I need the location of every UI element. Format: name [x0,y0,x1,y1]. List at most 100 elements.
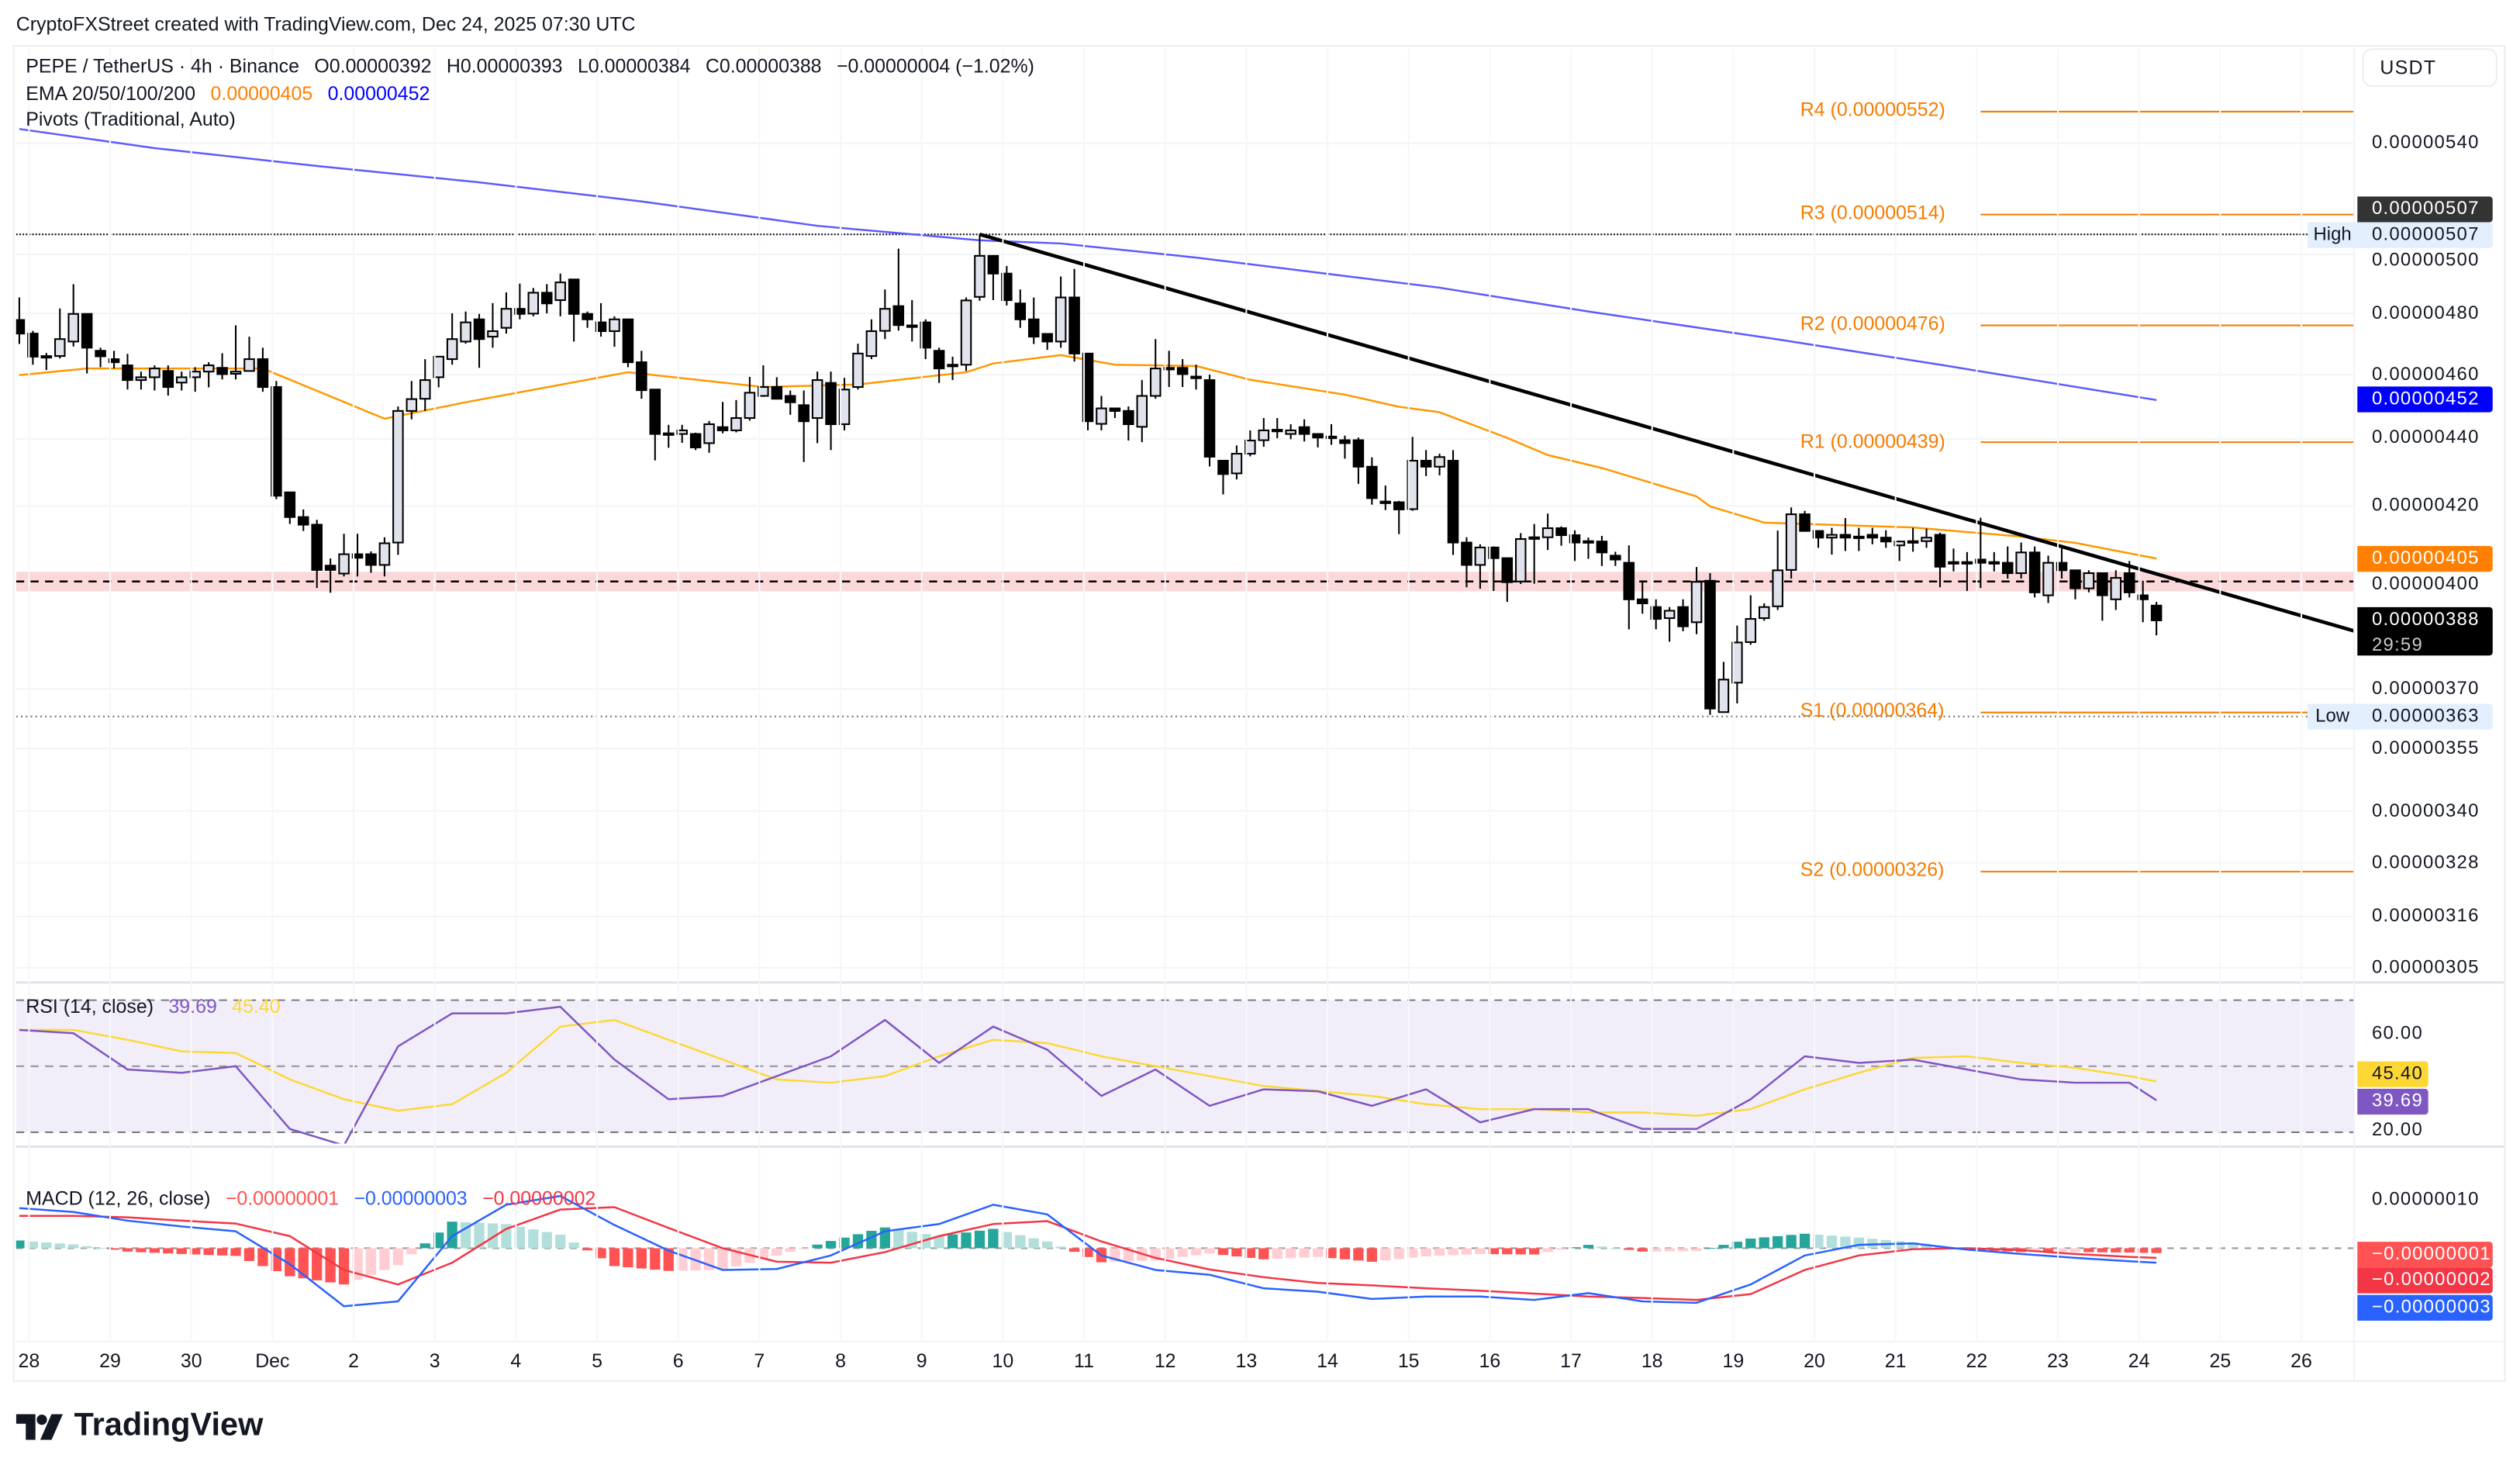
candle [2001,546,2014,579]
candle [1366,457,1378,505]
ema-legend[interactable]: EMA 20/50/100/200 0.00000405 0.00000452 [26,82,440,105]
rsi-tag: 39.69 [2357,1088,2429,1115]
price-axis-label: 0.00000328 [2371,853,2480,872]
candle [960,297,972,371]
macd-histogram-bar [1610,1248,1621,1249]
candle [1339,435,1351,459]
candle-body-down [2137,594,2149,600]
candle [1799,510,1811,532]
candle [1027,297,1040,344]
candle-body-up [865,330,878,358]
candle [2015,542,2027,579]
macd-histogram-bar [1231,1248,1242,1257]
candle [716,402,729,434]
pivots-legend[interactable]: Pivots (Traditional, Auto) [26,108,245,130]
candle [879,289,891,340]
tradingview-logo[interactable]: TradingView [16,1408,264,1445]
candle [1096,396,1107,430]
ema-label: EMA 20/50/100/200 [26,81,196,105]
macd-histogram-bar [1624,1248,1635,1250]
macd-histogram-bar [1907,1242,1918,1249]
time-axis-label: 20 [1804,1349,1825,1373]
candle-body-down [1339,439,1351,444]
ohlc-open: O0.00000392 [314,54,432,78]
candle [54,308,66,359]
macd-legend[interactable]: MACD (12, 26, close) −0.00000001 −0.0000… [26,1187,606,1210]
candle-body-down [16,319,26,335]
candle-body-up [1096,407,1107,425]
candle [1001,265,1013,306]
candle-body-down [2123,572,2135,593]
candle [257,347,269,392]
price-axis-label: 0.00000316 [2371,907,2480,927]
macd-hist-value: −0.00000001 [225,1187,340,1210]
macd-histogram-bar [1326,1248,1337,1259]
macd-histogram-bar [41,1242,52,1249]
candle-body-down [1447,459,1459,544]
candle-body-up [67,313,79,343]
candle-body-down [1109,407,1121,412]
candle-body-up [243,358,255,372]
candle-body-down [2028,551,2041,593]
symbol-name[interactable]: PEPE / TetherUS · 4h · Binance [26,54,300,78]
candle [1772,530,1783,610]
candle-body-up [703,423,715,444]
candle [1393,500,1405,534]
time-axis-label: 23 [2047,1349,2069,1373]
candle [487,302,499,348]
candle [987,254,999,301]
candle [1717,662,1730,714]
candle-body-up [378,542,391,566]
candle-body-down [1610,555,1621,561]
candle-body-down [2001,562,2014,575]
candle [1610,551,1621,566]
candle-body-down [1176,367,1189,375]
candle [2150,602,2163,636]
pivot-label: R4 (0.00000552) [1800,98,1945,122]
candle-body-up [1271,429,1283,433]
candle-body-up [1325,435,1338,440]
candle [1893,541,1905,562]
macd-histogram-bar [1637,1248,1648,1252]
macd-histogram-bar [799,1248,810,1249]
candle-body-down [2070,569,2081,589]
candle-body-up [662,432,675,436]
candle [27,330,39,365]
candle-body-up [1785,513,1797,571]
candle [798,390,810,462]
macd-histogram-bar [812,1244,823,1249]
candle [609,316,620,347]
candle-body-down [1975,558,1987,564]
candle [689,432,702,451]
candle-body-down [324,565,337,571]
candle [2070,569,2081,600]
rsi-legend[interactable]: RSI (14, close) 39.69 45.40 [26,995,290,1018]
macd-histogram-bar [1840,1236,1851,1249]
candle [1176,359,1189,388]
candle-body-down [1366,465,1378,499]
macd-histogram-bar [419,1243,430,1249]
candle [906,300,918,342]
candle-body-up [230,371,242,375]
candle [1123,406,1134,441]
macd-histogram-bar [1773,1235,1783,1249]
candle-body-down [595,321,607,333]
candle-body-up [419,379,431,400]
candle-body-up [1907,540,1919,544]
macd-histogram-bar [1502,1248,1513,1255]
candle [1501,557,1514,603]
ohlc-change: −0.00000004 (−1.02%) [836,54,1034,78]
candle [1082,352,1094,430]
candle [676,424,688,443]
candle-body-up [1731,641,1743,684]
rsi-value: 39.69 [168,995,217,1018]
candle [1636,580,1648,614]
macd-histogram-bar [1786,1235,1797,1249]
currency-button[interactable]: USDT [2362,48,2498,88]
macd-histogram-bar [1921,1244,1932,1249]
candle [1948,548,1959,572]
candle-body-down [1041,333,1053,343]
candle-body-down [1203,379,1216,458]
candle [189,367,201,392]
